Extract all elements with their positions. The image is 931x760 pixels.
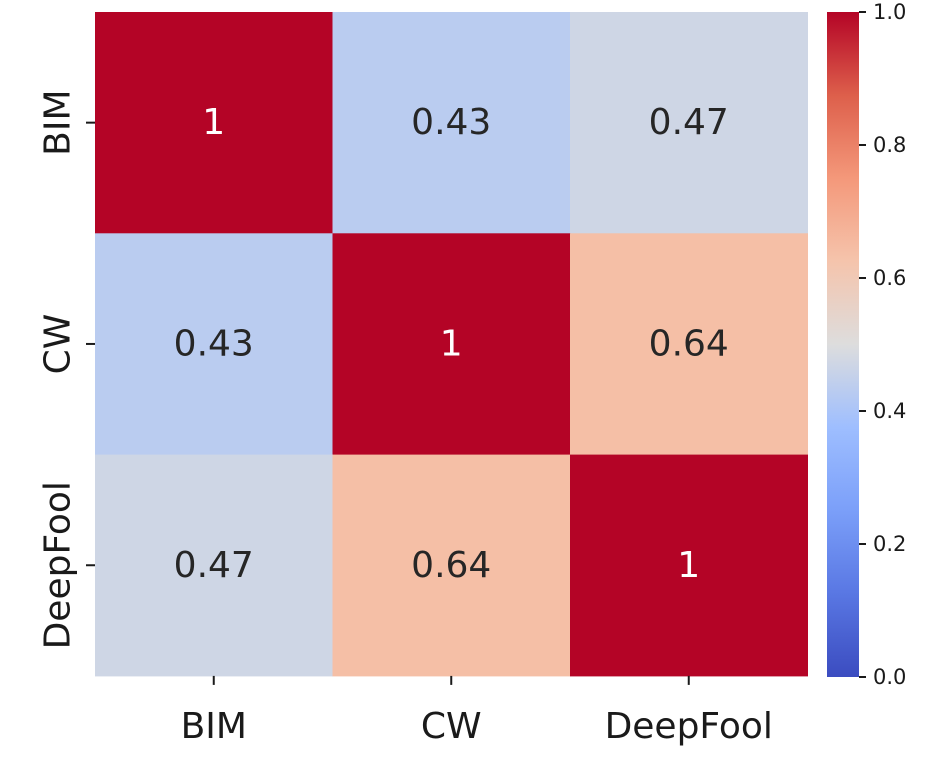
heatmap-cell	[95, 454, 333, 677]
colorbar-tick-label: 0.8	[873, 133, 906, 157]
heatmap-cells	[95, 12, 808, 677]
cell-annotation: 1	[677, 545, 700, 586]
x-tick-label: BIM	[181, 706, 247, 747]
colorbar-gradient	[827, 12, 859, 677]
cell-annotation: 0.64	[649, 323, 729, 364]
y-axis: BIM CW DeepFool	[38, 89, 95, 649]
heatmap-cell	[570, 233, 808, 456]
y-tick-label: BIM	[38, 89, 79, 155]
x-tick-label: DeepFool	[605, 706, 773, 747]
cell-annotation: 0.47	[649, 102, 729, 143]
cell-annotation: 0.47	[174, 545, 254, 586]
x-tick-label: CW	[421, 706, 482, 747]
cell-annotation: 0.43	[174, 323, 254, 364]
cell-annotation: 1	[440, 323, 463, 364]
colorbar-tick-label: 1.0	[873, 0, 906, 24]
colorbar-tick-label: 0.2	[873, 532, 906, 556]
y-tick-label: DeepFool	[38, 481, 79, 649]
heatmap-cell	[332, 12, 571, 234]
heatmap-cell	[570, 454, 808, 677]
heatmap-annotations: 1 0.43 0.47 0.43 1 0.64 0.47 0.64 1	[174, 102, 729, 586]
x-axis: BIM CW DeepFool	[181, 675, 773, 747]
heatmap-cell	[332, 233, 571, 456]
colorbar-tick-label: 0.6	[873, 266, 906, 290]
cell-annotation: 0.43	[411, 102, 491, 143]
cell-annotation: 0.64	[411, 545, 491, 586]
heatmap-cell	[95, 233, 333, 456]
colorbar-tick-label: 0.4	[873, 399, 906, 423]
y-tick-label: CW	[38, 314, 79, 375]
heatmap-cell	[570, 12, 808, 234]
colorbar: 0.0 0.2 0.4 0.6 0.8 1.0	[827, 0, 906, 689]
heatmap-cell	[332, 454, 571, 677]
colorbar-tick-label: 0.0	[873, 665, 906, 689]
cell-annotation: 1	[202, 102, 225, 143]
heatmap-cell	[95, 12, 333, 234]
